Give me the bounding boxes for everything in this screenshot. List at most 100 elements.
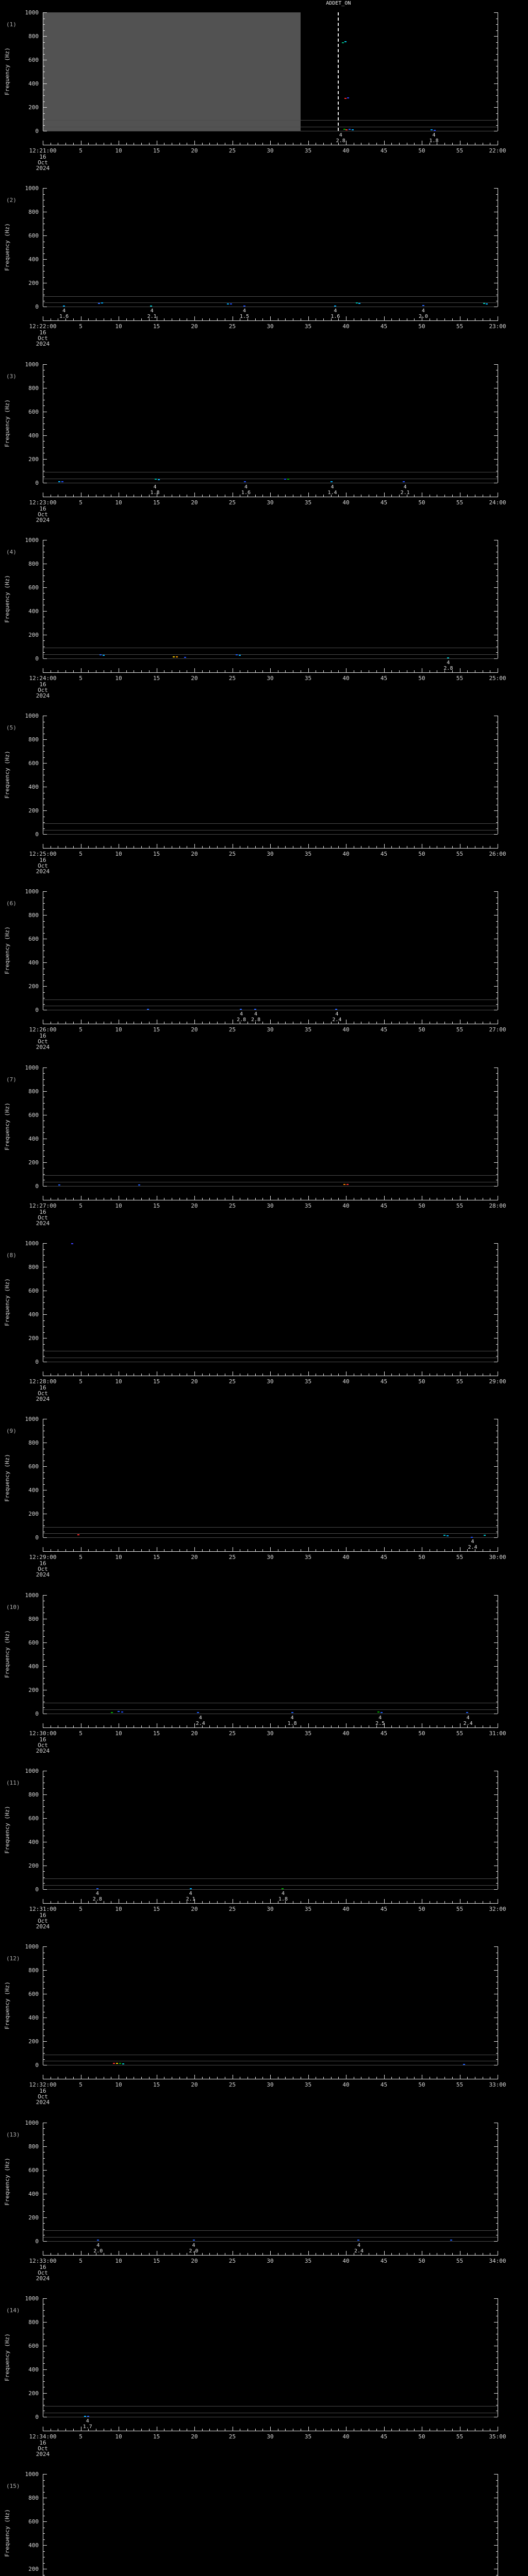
x-tick-label: 45 [380,1378,388,1385]
x-tick [384,2250,385,2255]
spectrogram-panel: 0 200 400 600 800 1000 5 10 15 20 25 30 35 40 45 50 55 12… [0,1934,528,2110]
spectrogram-panel: 0 200 400 600 800 1000 5 10 15 20 25 30 35 40 45 50 55 12… [0,528,528,703]
y-tick [43,992,45,993]
x-tick [255,143,256,145]
x-tick [444,2077,446,2079]
detection-marker [71,1243,74,1245]
x-tick [217,1725,218,1727]
x-tick [179,1901,180,1903]
y-tick [43,125,45,126]
date-label: 2024 [36,1044,50,1051]
y-tick [43,119,45,120]
x-tick [399,1197,400,1200]
y-tick [43,581,45,582]
x-tick [209,1901,210,1903]
y-tick-right [494,1642,498,1643]
y-tick-label: 200 [28,2038,39,2045]
detection-marker [291,1711,293,1713]
x-tick [217,1374,218,1376]
y-tick-right [496,1150,498,1151]
y-tick [43,2351,45,2352]
x-tick-label: 30 [267,2081,274,2089]
x-tick [141,1901,142,1903]
detection-annotation-count: 4 [192,2242,195,2248]
detection-marker [357,2239,359,2241]
y-tick [43,1677,45,1679]
y-tick [43,2029,45,2030]
x-tick [391,494,392,497]
date-label: 2024 [36,1923,50,1930]
x-tick-label: 35 [304,323,312,330]
x-tick [285,318,286,321]
y-tick-label: 800 [28,1439,39,1447]
x-tick [308,668,309,672]
x-tick-label: 10 [115,1202,122,1209]
x-tick-label: 55 [456,147,464,154]
x-tick [202,143,203,145]
x-tick [126,318,127,321]
x-tick [414,1197,415,1200]
y-tick [43,1067,47,1068]
x-tick-label: 45 [380,674,388,682]
y-tick-right [496,2158,498,2159]
x-tick [399,670,400,672]
x-tick [88,2428,89,2431]
y-tick [43,739,47,740]
x-tick-label: 5 [79,147,82,154]
x-tick-label: 5 [79,1905,82,1912]
y-tick-right [496,909,498,910]
y-tick [43,423,45,424]
y-tick [43,2521,47,2522]
y-tick [43,2375,45,2376]
x-tick [444,1197,446,1200]
detection-marker [122,2063,124,2064]
y-tick [43,247,45,248]
y-tick [43,1326,45,1327]
x-tick [444,2252,446,2255]
date-label: 16 [39,329,46,336]
x-tick [444,1374,446,1376]
panel-index-label: (4) [6,548,16,555]
detection-marker [118,1711,120,1713]
start-time-label: 12:22:00 [29,323,57,330]
y-tick [43,1355,45,1357]
y-tick [43,781,45,782]
x-tick-label: 20 [191,1730,198,1737]
detection-marker [173,656,175,657]
spectrogram-panel: 0 200 400 600 800 1000 5 10 15 20 25 30 35 40 45 50 55 12… [0,1055,528,1231]
x-tick [179,1022,180,1024]
x-tick-label: 45 [380,1554,388,1561]
detection-annotation-count: 4 [290,1715,294,1721]
y-tick-label: 600 [28,1991,39,1998]
x-tick [391,1901,392,1903]
y-tick [43,194,45,195]
y-tick [43,1150,45,1151]
detection-marker [346,1184,349,1185]
date-label: Oct [38,335,48,342]
x-tick [209,2428,210,2431]
y-tick-label: 400 [28,2014,39,2022]
x-tick [391,846,392,849]
x-tick [399,494,400,497]
y-tick-right [496,95,498,96]
spectrogram-panel: 0 200 400 600 800 1000 5 10 15 20 25 30 35 40 45 50 55 12… [0,1758,528,1934]
y-tick-label: 1000 [25,1416,39,1423]
x-tick-label: 50 [418,1730,425,1737]
x-tick [308,1195,309,1200]
date-label: 16 [39,1032,46,1040]
y-tick-right [496,1776,498,1777]
y-tick-label: 600 [28,408,39,415]
y-tick-label: 1000 [25,9,39,16]
y-tick-label: 800 [28,1967,39,1974]
x-tick [414,2428,415,2431]
x-tick [217,318,218,321]
x-tick [414,2252,415,2255]
detection-annotation-value: 2.4 [332,1017,342,1023]
x-tick [384,668,385,672]
x-tick [444,1901,446,1903]
y-tick-label: 400 [28,1663,39,1670]
x-tick [217,846,218,849]
x-tick [391,1549,392,1552]
x-tick [467,494,468,497]
y-tick [43,2053,45,2054]
